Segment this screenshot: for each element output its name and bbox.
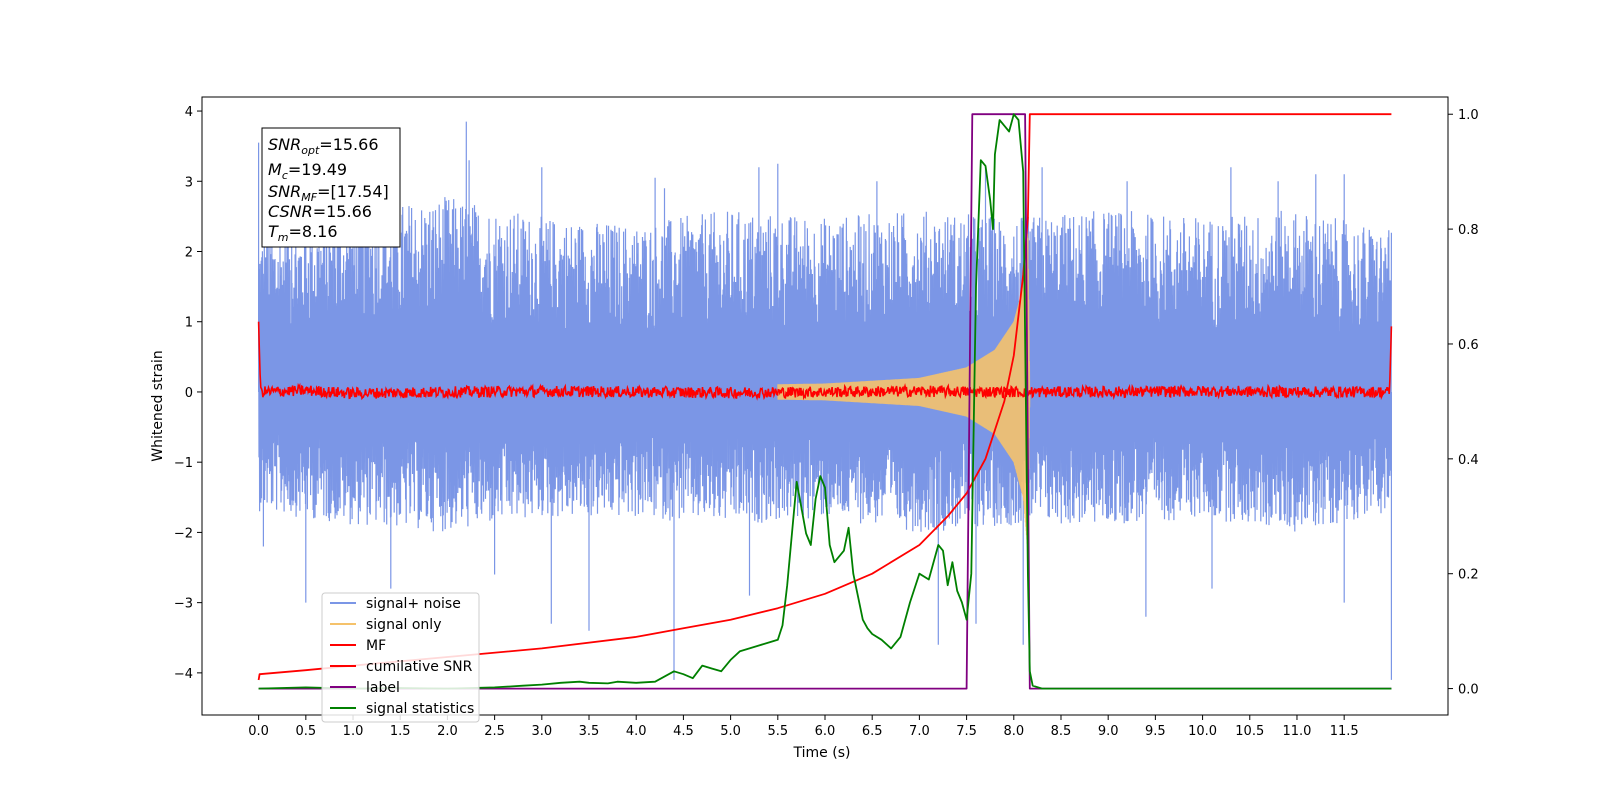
- x-axis: 0.0 0.5 1.0 1.5 2.0 2.5 3.0 3.5 4.0 4.5 5.0 5.5 6.0 6…: [248, 715, 1359, 739]
- x-tick-label: 2.0: [437, 724, 458, 739]
- x-tick-label: 6.0: [815, 724, 836, 739]
- y2-tick-label: 1.0: [1458, 108, 1479, 123]
- x-tick-label: 8.5: [1051, 724, 1072, 739]
- y-tick-label: −3: [174, 597, 193, 612]
- legend-label: signal statistics: [366, 701, 474, 717]
- x-tick-label: 7.5: [956, 724, 977, 739]
- x-tick-label: 11.0: [1282, 724, 1311, 739]
- signal-statistics-line: [258, 113, 1392, 690]
- mf-line: [257, 321, 1393, 401]
- y-tick-label: 2: [185, 246, 193, 261]
- csnr-annotation: CSNR=15.66: [268, 202, 372, 221]
- signal-noise-series: [258, 121, 1392, 680]
- x-tick-label: 5.5: [767, 724, 788, 739]
- mc-annotation: Mc=19.49: [268, 160, 347, 182]
- x-tick-label: 5.0: [720, 724, 741, 739]
- y-tick-label: 1: [185, 316, 193, 331]
- y-tick-label: −4: [174, 667, 193, 682]
- x-tick-label: 11.5: [1330, 724, 1359, 739]
- x-tick-label: 2.5: [484, 724, 505, 739]
- x-tick-label: 3.0: [531, 724, 552, 739]
- y-tick-label: −2: [174, 526, 193, 541]
- y-tick-label: −1: [174, 456, 193, 471]
- x-tick-label: 1.0: [343, 724, 364, 739]
- x-tick-label: 10.5: [1235, 724, 1264, 739]
- x-tick-label: 6.5: [862, 724, 883, 739]
- y-axis-right: 1.0 0.8 0.6 0.4 0.2 0.0: [1448, 108, 1479, 698]
- legend-label: cumilative SNR: [366, 659, 473, 675]
- y2-tick-label: 0.8: [1458, 223, 1479, 238]
- legend-label: signal+ noise: [366, 596, 461, 612]
- y2-tick-label: 0.0: [1458, 683, 1479, 698]
- x-tick-label: 3.5: [579, 724, 600, 739]
- y2-tick-label: 0.4: [1458, 453, 1479, 468]
- y-axis-left: 4 3 2 1 0 −1 −2 −3 −4: [174, 105, 202, 682]
- y-axis-title: Whitened strain: [150, 350, 166, 461]
- signal-only-series: [777, 233, 1031, 553]
- legend-frame: [321, 592, 480, 723]
- line-series-group: [257, 113, 1393, 690]
- y2-tick-label: 0.2: [1458, 568, 1479, 583]
- y-tick-label: 4: [185, 105, 193, 120]
- legend-label: label: [366, 680, 400, 696]
- signal-noise-line: [258, 121, 1392, 680]
- tm-annotation: Tm=8.16: [268, 222, 338, 244]
- y-tick-label: 3: [185, 175, 193, 190]
- x-tick-label: 0.5: [295, 724, 316, 739]
- snr-annotation-box: SNRopt=15.66 Mc=19.49 SNRMF=[17.54] CSNR…: [261, 127, 401, 248]
- x-tick-label: 4.0: [626, 724, 647, 739]
- x-tick-label: 4.5: [673, 724, 694, 739]
- y2-tick-label: 0.6: [1458, 338, 1479, 353]
- x-tick-label: 7.0: [909, 724, 930, 739]
- snr-opt-annotation: SNRopt=15.66: [268, 135, 379, 157]
- x-tick-label: 8.0: [1003, 724, 1024, 739]
- x-axis-title: Time (s): [793, 745, 851, 761]
- legend-label: signal only: [366, 617, 441, 633]
- snr-mf-annotation: SNRMF=[17.54]: [268, 182, 389, 204]
- legend: signal+ noise signal only MF cumilative SNR…: [321, 592, 480, 723]
- signal-only-line: [777, 233, 1031, 553]
- x-tick-label: 1.5: [390, 724, 411, 739]
- legend-label: MF: [366, 638, 386, 654]
- x-tick-label: 0.0: [248, 724, 269, 739]
- x-tick-label: 10.0: [1188, 724, 1217, 739]
- y-tick-label: 0: [185, 386, 193, 401]
- x-tick-label: 9.5: [1145, 724, 1166, 739]
- x-tick-label: 9.0: [1098, 724, 1119, 739]
